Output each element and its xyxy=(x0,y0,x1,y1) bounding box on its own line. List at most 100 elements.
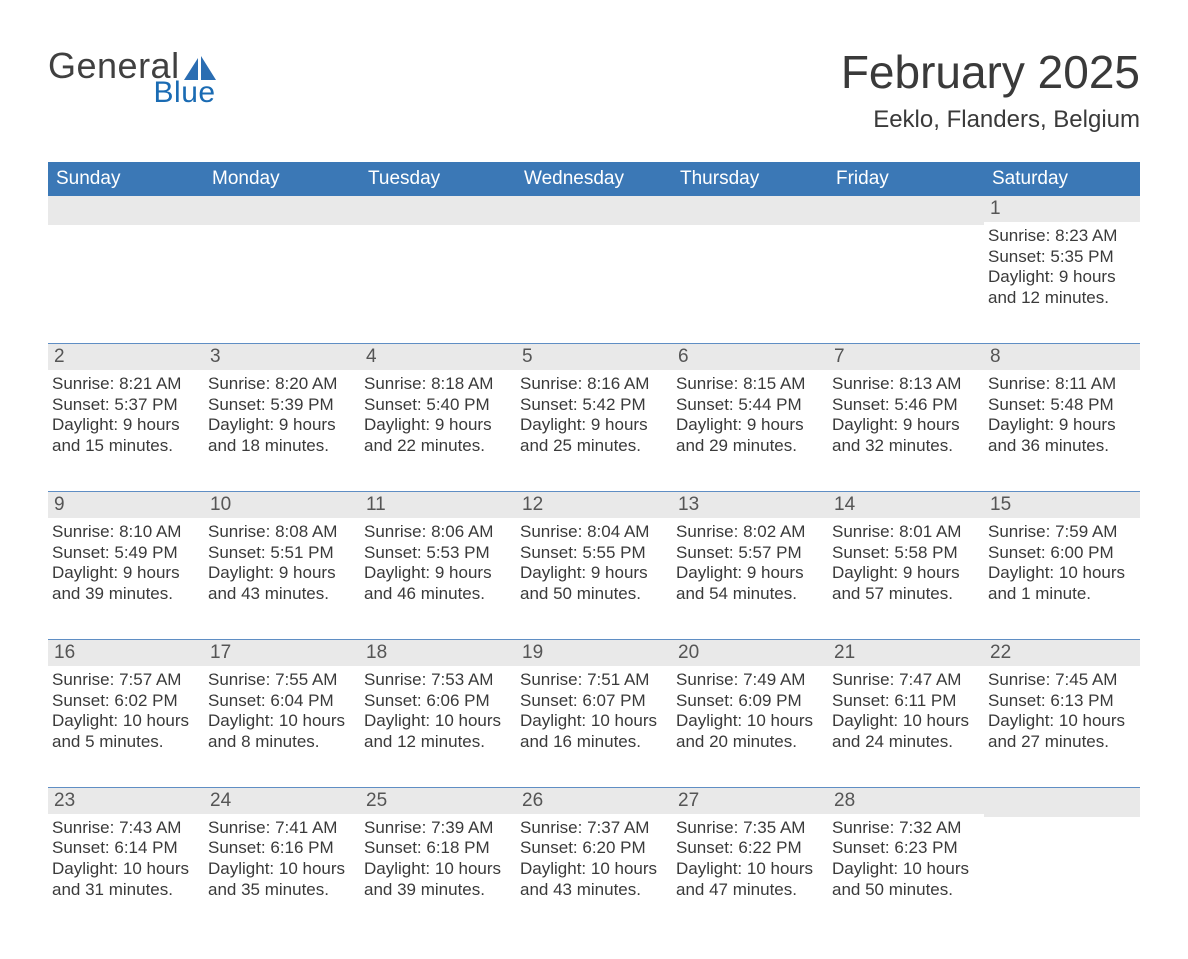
day-info: Sunrise: 8:11 AMSunset: 5:48 PMDaylight:… xyxy=(988,374,1134,457)
day-number: 5 xyxy=(516,344,672,370)
calendar-day xyxy=(828,196,984,319)
calendar-day xyxy=(48,196,204,319)
daylight-line: Daylight: 9 hours and 15 minutes. xyxy=(52,415,198,456)
calendar-day: 13Sunrise: 8:02 AMSunset: 5:57 PMDayligh… xyxy=(672,492,828,615)
day-number: 22 xyxy=(984,640,1140,666)
day-number: 3 xyxy=(204,344,360,370)
day-info: Sunrise: 7:37 AMSunset: 6:20 PMDaylight:… xyxy=(520,818,666,901)
calendar-day: 26Sunrise: 7:37 AMSunset: 6:20 PMDayligh… xyxy=(516,788,672,911)
daylight-line: Daylight: 9 hours and 12 minutes. xyxy=(988,267,1134,308)
day-number: 23 xyxy=(48,788,204,814)
sunset-line: Sunset: 5:37 PM xyxy=(52,395,198,416)
dow-header-cell: Friday xyxy=(828,162,984,196)
day-number xyxy=(204,196,360,225)
day-info: Sunrise: 8:08 AMSunset: 5:51 PMDaylight:… xyxy=(208,522,354,605)
sunrise-line: Sunrise: 7:45 AM xyxy=(988,670,1134,691)
sunrise-line: Sunrise: 8:21 AM xyxy=(52,374,198,395)
sunrise-line: Sunrise: 8:06 AM xyxy=(364,522,510,543)
sunset-line: Sunset: 6:14 PM xyxy=(52,838,198,859)
day-number: 17 xyxy=(204,640,360,666)
sunset-line: Sunset: 5:53 PM xyxy=(364,543,510,564)
calendar-day: 5Sunrise: 8:16 AMSunset: 5:42 PMDaylight… xyxy=(516,344,672,467)
sunset-line: Sunset: 6:07 PM xyxy=(520,691,666,712)
day-info: Sunrise: 8:10 AMSunset: 5:49 PMDaylight:… xyxy=(52,522,198,605)
calendar-day: 8Sunrise: 8:11 AMSunset: 5:48 PMDaylight… xyxy=(984,344,1140,467)
daylight-line: Daylight: 10 hours and 24 minutes. xyxy=(832,711,978,752)
sunset-line: Sunset: 6:00 PM xyxy=(988,543,1134,564)
calendar-day xyxy=(360,196,516,319)
day-number: 21 xyxy=(828,640,984,666)
daylight-line: Daylight: 9 hours and 57 minutes. xyxy=(832,563,978,604)
day-info: Sunrise: 7:57 AMSunset: 6:02 PMDaylight:… xyxy=(52,670,198,753)
day-of-week-header: SundayMondayTuesdayWednesdayThursdayFrid… xyxy=(48,162,1140,196)
day-number: 28 xyxy=(828,788,984,814)
sunrise-line: Sunrise: 7:49 AM xyxy=(676,670,822,691)
daylight-line: Daylight: 10 hours and 35 minutes. xyxy=(208,859,354,900)
calendar-day xyxy=(204,196,360,319)
calendar: SundayMondayTuesdayWednesdayThursdayFrid… xyxy=(48,162,1140,911)
calendar-day: 27Sunrise: 7:35 AMSunset: 6:22 PMDayligh… xyxy=(672,788,828,911)
day-number xyxy=(516,196,672,225)
calendar-day: 11Sunrise: 8:06 AMSunset: 5:53 PMDayligh… xyxy=(360,492,516,615)
day-number: 10 xyxy=(204,492,360,518)
day-info: Sunrise: 8:15 AMSunset: 5:44 PMDaylight:… xyxy=(676,374,822,457)
day-number: 4 xyxy=(360,344,516,370)
sunrise-line: Sunrise: 8:23 AM xyxy=(988,226,1134,247)
day-info: Sunrise: 8:13 AMSunset: 5:46 PMDaylight:… xyxy=(832,374,978,457)
daylight-line: Daylight: 9 hours and 29 minutes. xyxy=(676,415,822,456)
daylight-line: Daylight: 10 hours and 31 minutes. xyxy=(52,859,198,900)
day-info: Sunrise: 7:39 AMSunset: 6:18 PMDaylight:… xyxy=(364,818,510,901)
sunset-line: Sunset: 5:51 PM xyxy=(208,543,354,564)
calendar-day: 1Sunrise: 8:23 AMSunset: 5:35 PMDaylight… xyxy=(984,196,1140,319)
calendar-day: 2 Sunrise: 8:21 AMSunset: 5:37 PMDaylight… xyxy=(48,344,204,467)
daylight-line: Daylight: 10 hours and 1 minute. xyxy=(988,563,1134,604)
sunset-line: Sunset: 5:42 PM xyxy=(520,395,666,416)
calendar-day: 24Sunrise: 7:41 AMSunset: 6:16 PMDayligh… xyxy=(204,788,360,911)
sunset-line: Sunset: 6:23 PM xyxy=(832,838,978,859)
daylight-line: Daylight: 10 hours and 47 minutes. xyxy=(676,859,822,900)
calendar-week: 9Sunrise: 8:10 AMSunset: 5:49 PMDaylight… xyxy=(48,491,1140,615)
daylight-line: Daylight: 9 hours and 54 minutes. xyxy=(676,563,822,604)
dow-header-cell: Monday xyxy=(204,162,360,196)
sunset-line: Sunset: 5:44 PM xyxy=(676,395,822,416)
sunset-line: Sunset: 5:55 PM xyxy=(520,543,666,564)
sunset-line: Sunset: 5:39 PM xyxy=(208,395,354,416)
day-number: 20 xyxy=(672,640,828,666)
daylight-line: Daylight: 10 hours and 16 minutes. xyxy=(520,711,666,752)
calendar-day: 16Sunrise: 7:57 AMSunset: 6:02 PMDayligh… xyxy=(48,640,204,763)
calendar-day xyxy=(672,196,828,319)
day-number: 25 xyxy=(360,788,516,814)
dow-header-cell: Tuesday xyxy=(360,162,516,196)
day-number: 1 xyxy=(984,196,1140,222)
day-number: 24 xyxy=(204,788,360,814)
day-info: Sunrise: 7:59 AMSunset: 6:00 PMDaylight:… xyxy=(988,522,1134,605)
day-info: Sunrise: 8:06 AMSunset: 5:53 PMDaylight:… xyxy=(364,522,510,605)
day-number: 2 xyxy=(48,344,204,370)
sunset-line: Sunset: 5:48 PM xyxy=(988,395,1134,416)
day-info: Sunrise: 7:43 AMSunset: 6:14 PMDaylight:… xyxy=(52,818,198,901)
daylight-line: Daylight: 9 hours and 46 minutes. xyxy=(364,563,510,604)
dow-header-cell: Sunday xyxy=(48,162,204,196)
day-info: Sunrise: 7:45 AMSunset: 6:13 PMDaylight:… xyxy=(988,670,1134,753)
sunrise-line: Sunrise: 7:41 AM xyxy=(208,818,354,839)
calendar-day: 25 Sunrise: 7:39 AMSunset: 6:18 PMDayligh… xyxy=(360,788,516,911)
calendar-day xyxy=(516,196,672,319)
daylight-line: Daylight: 10 hours and 20 minutes. xyxy=(676,711,822,752)
sunrise-line: Sunrise: 8:02 AM xyxy=(676,522,822,543)
daylight-line: Daylight: 9 hours and 32 minutes. xyxy=(832,415,978,456)
day-number: 19 xyxy=(516,640,672,666)
day-number xyxy=(672,196,828,225)
sunrise-line: Sunrise: 8:13 AM xyxy=(832,374,978,395)
calendar-day: 22 Sunrise: 7:45 AMSunset: 6:13 PMDayligh… xyxy=(984,640,1140,763)
sunset-line: Sunset: 5:46 PM xyxy=(832,395,978,416)
daylight-line: Daylight: 10 hours and 50 minutes. xyxy=(832,859,978,900)
logo-word-blue: Blue xyxy=(154,78,216,108)
sunrise-line: Sunrise: 8:16 AM xyxy=(520,374,666,395)
daylight-line: Daylight: 9 hours and 22 minutes. xyxy=(364,415,510,456)
sunrise-line: Sunrise: 8:04 AM xyxy=(520,522,666,543)
calendar-week: 2Sunrise: 8:21 AMSunset: 5:37 PMDaylight… xyxy=(48,343,1140,467)
daylight-line: Daylight: 9 hours and 43 minutes. xyxy=(208,563,354,604)
sunset-line: Sunset: 5:40 PM xyxy=(364,395,510,416)
sunset-line: Sunset: 6:06 PM xyxy=(364,691,510,712)
sunrise-line: Sunrise: 7:53 AM xyxy=(364,670,510,691)
